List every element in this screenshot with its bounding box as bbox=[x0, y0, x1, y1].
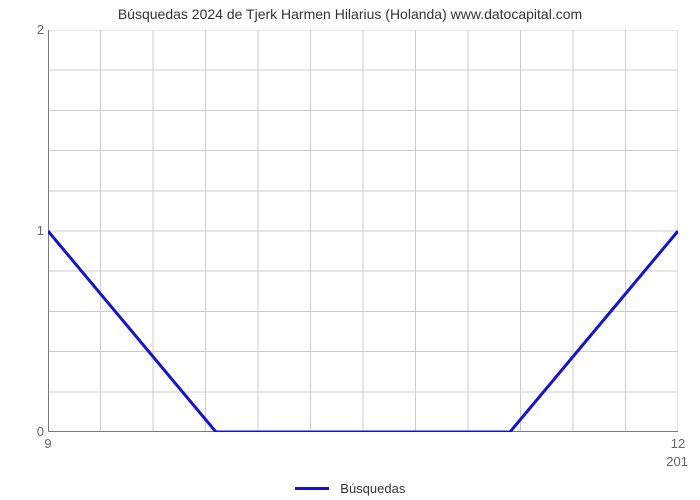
y-tick-label: 2 bbox=[18, 22, 44, 37]
chart-legend: Búsquedas bbox=[0, 480, 700, 496]
chart-container: Búsquedas 2024 de Tjerk Harmen Hilarius … bbox=[0, 0, 700, 500]
x-tick-label: 9 bbox=[33, 436, 63, 451]
chart-plot-area bbox=[48, 30, 678, 432]
y-tick-label: 1 bbox=[18, 223, 44, 238]
x-tick-label: 12 bbox=[663, 436, 693, 451]
legend-swatch bbox=[295, 487, 329, 490]
chart-svg bbox=[48, 30, 678, 432]
legend-label: Búsquedas bbox=[340, 481, 405, 496]
x-sub-label: 201 bbox=[648, 454, 688, 469]
chart-title: Búsquedas 2024 de Tjerk Harmen Hilarius … bbox=[0, 6, 700, 22]
